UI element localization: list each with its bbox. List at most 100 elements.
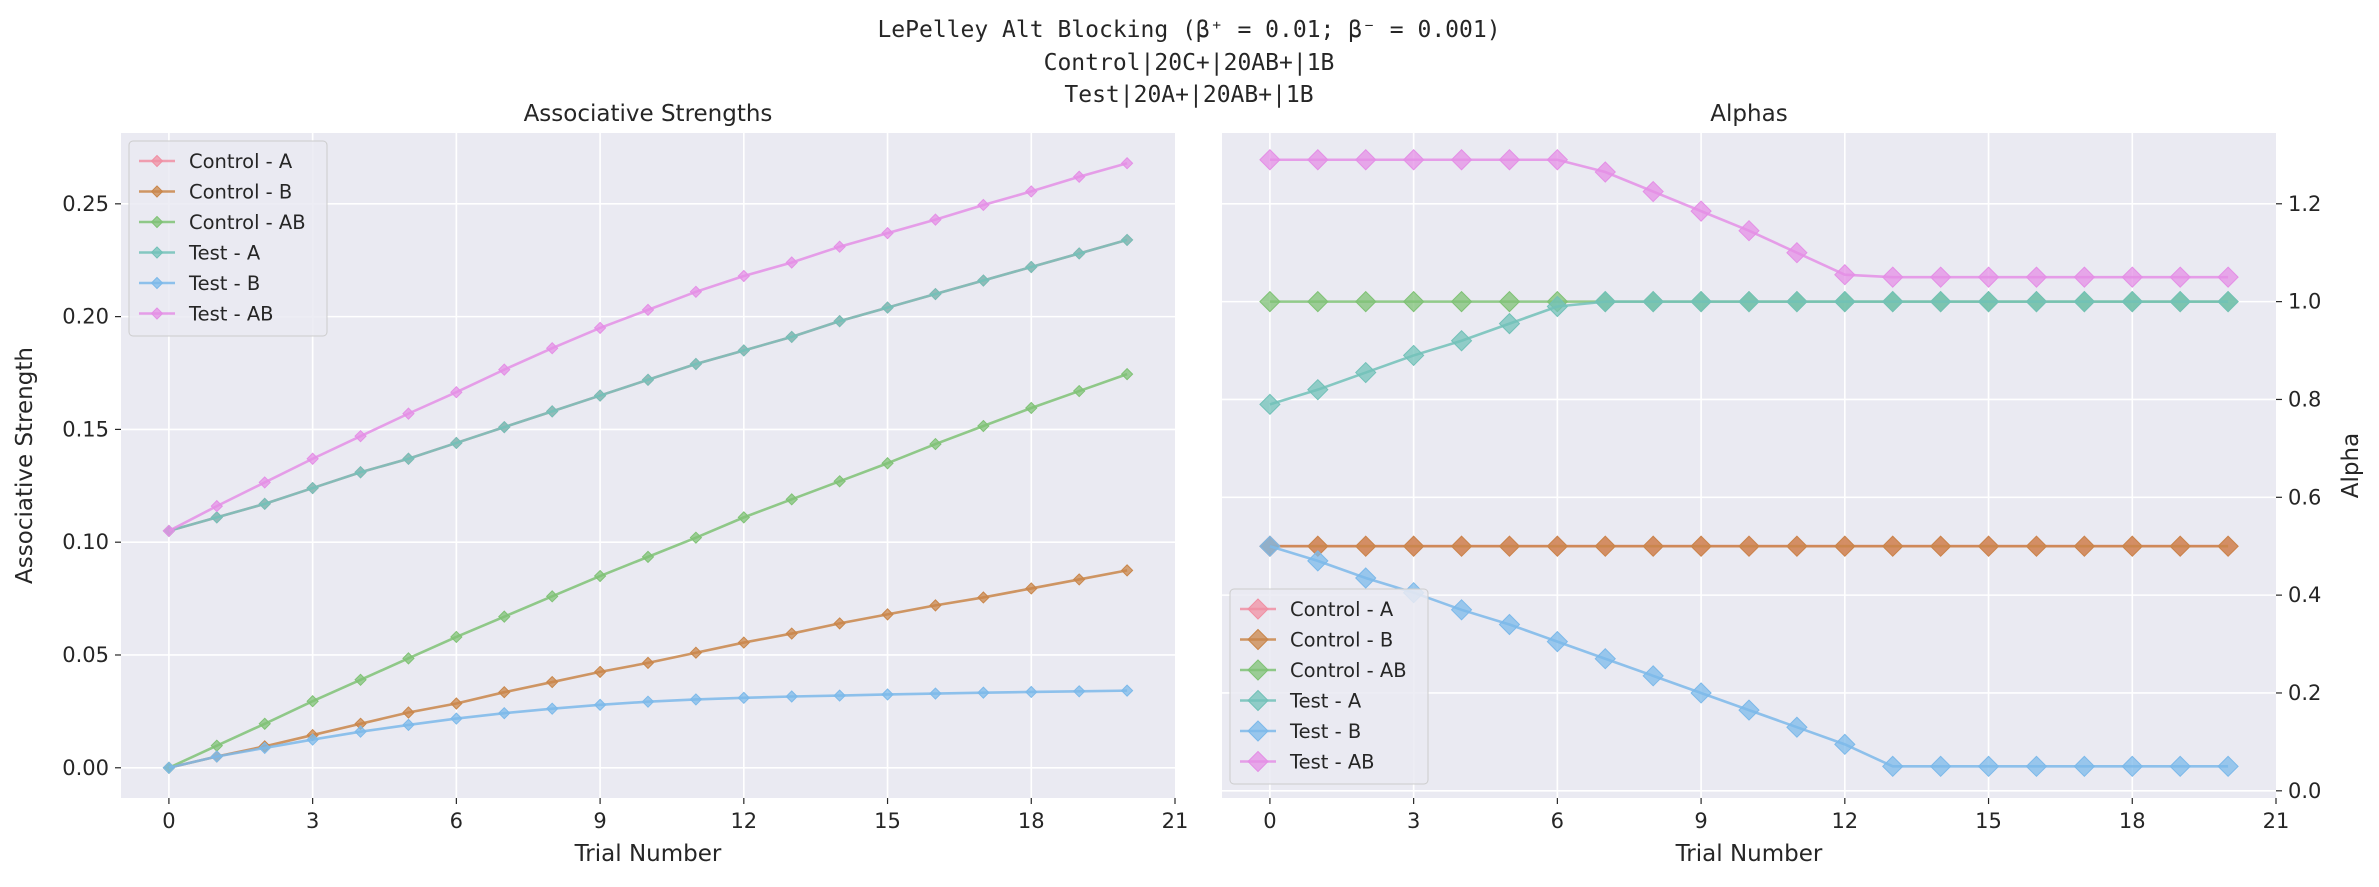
data-point (1259, 535, 1281, 557)
data-point (641, 373, 655, 386)
data-point (785, 256, 798, 269)
data-point (593, 389, 607, 402)
data-point (1786, 290, 1808, 313)
legend-marker (150, 276, 164, 290)
data-point (1786, 535, 1808, 557)
legend-box (128, 140, 328, 337)
data-point (881, 301, 894, 314)
data-point (977, 419, 990, 433)
data-point (1307, 378, 1329, 401)
legend-box (1229, 588, 1429, 785)
data-point (1882, 290, 1904, 313)
data-point (1355, 290, 1377, 313)
data-point (1834, 264, 1856, 286)
data-point (1025, 582, 1038, 595)
data-point (354, 725, 367, 738)
data-point (977, 198, 990, 212)
y-tick-label: 0.4 (2288, 583, 2321, 607)
data-point (833, 314, 846, 328)
data-point (354, 673, 367, 687)
data-point (306, 452, 319, 465)
x-tick-label: 12 (1831, 809, 1858, 833)
data-point (1450, 535, 1473, 557)
data-point (402, 407, 415, 420)
x-tick-label: 9 (593, 809, 606, 833)
data-point (1882, 755, 1904, 778)
data-point (833, 240, 846, 253)
legend-item: Control - AB (139, 211, 306, 234)
legend-item: Control - B (1240, 629, 1393, 652)
data-point (354, 466, 367, 479)
data-point (1450, 290, 1473, 313)
data-point (2121, 266, 2143, 288)
data-point (450, 712, 463, 725)
y-tick-label: 0.6 (2288, 485, 2321, 509)
data-point (737, 636, 751, 649)
data-point (306, 695, 319, 708)
data-point (929, 213, 942, 226)
data-point (1642, 665, 1664, 687)
data-point (737, 344, 751, 357)
data-point (2169, 755, 2191, 778)
alphas-panel: 0 3 6 9 12 15 18 21 0.0 0.2 0.4 0.6 0.8 1.0 1.2 Alphas T… (1222, 101, 2364, 867)
data-point (977, 591, 990, 604)
suptitle-line-2: Control|20C+|20AB+|1B (1044, 50, 1335, 76)
x-tick-label: 6 (1551, 809, 1564, 833)
legend-item: Control - A (1240, 598, 1394, 621)
x-tick-label: 0 (1263, 809, 1276, 833)
data-point (2073, 290, 2096, 313)
data-point (450, 697, 463, 710)
data-point (2025, 266, 2048, 288)
legend: Control - A Control - B Control - AB Test -… (1229, 588, 1429, 785)
data-point (1882, 266, 1904, 288)
x-tick-label: 18 (1018, 809, 1045, 833)
data-point (1025, 401, 1038, 415)
data-point (1498, 613, 1521, 636)
data-point (785, 690, 798, 703)
data-point (450, 630, 463, 644)
legend-marker (150, 307, 164, 320)
data-point (593, 321, 607, 335)
data-point (2121, 535, 2143, 557)
data-point (498, 685, 511, 699)
data-point (1738, 290, 1760, 313)
data-point (1738, 699, 1760, 721)
data-point (2025, 535, 2048, 557)
y-tick-label: 0.8 (2288, 387, 2321, 411)
data-point (210, 511, 224, 524)
data-point (2169, 535, 2191, 557)
data-point (1882, 535, 1904, 557)
data-point (785, 493, 798, 506)
data-point (402, 652, 415, 665)
data-point (2073, 266, 2096, 288)
data-point (258, 741, 271, 755)
data-point (929, 687, 942, 700)
data-point (1498, 149, 1521, 171)
data-point (1450, 149, 1473, 171)
data-point (1402, 290, 1425, 313)
legend-marker (150, 246, 164, 259)
data-point (1498, 290, 1521, 313)
data-point (402, 706, 415, 719)
data-point (1402, 535, 1425, 557)
data-point (1498, 535, 1521, 557)
x-tick-label: 21 (2263, 809, 2290, 833)
data-point (2025, 290, 2048, 313)
data-point (498, 420, 511, 434)
data-point (1355, 535, 1377, 557)
data-point (593, 569, 607, 583)
data-point (545, 405, 559, 418)
legend-item: Control - A (139, 150, 293, 173)
legend-marker (150, 185, 164, 198)
data-point (1977, 266, 2000, 288)
x-tick-label: 3 (306, 809, 319, 833)
data-point (1450, 330, 1473, 352)
data-point (1977, 290, 2000, 313)
data-point (1355, 361, 1377, 384)
data-point (1642, 535, 1664, 557)
series-test-b (1259, 535, 2239, 778)
series-test-a (1259, 290, 2239, 416)
y-tick-label: 0.15 (62, 417, 109, 441)
legend-label: Control - B (1290, 629, 1393, 652)
